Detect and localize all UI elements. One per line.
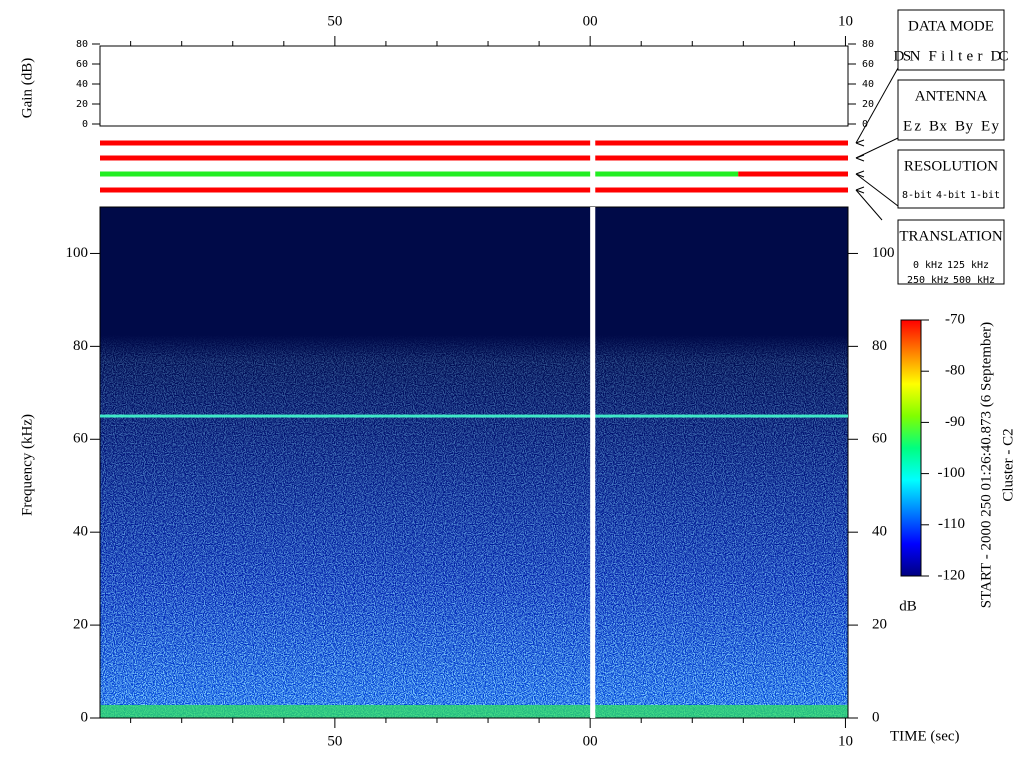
gain-tick-label: 60 <box>76 59 88 70</box>
legend-item: DSN <box>894 48 921 64</box>
arrow-head <box>855 170 865 178</box>
status-segment <box>100 155 591 161</box>
status-segment <box>738 171 848 177</box>
gain-tick-label: 40 <box>76 79 88 90</box>
legend-arrow <box>855 137 899 159</box>
legend-title: DATA MODE <box>908 18 994 34</box>
status-segment <box>100 171 591 177</box>
legend-arrow <box>855 189 883 221</box>
y-tick-label: 0 <box>81 709 89 725</box>
colorbar-tick-label: -110 <box>938 516 965 532</box>
y-tick-label: 40 <box>872 524 887 540</box>
legend-item: 4-bit <box>936 190 966 201</box>
gain-tick-label: 80 <box>76 39 88 50</box>
y-tick-label: 100 <box>872 245 895 261</box>
colorbar-label: dB <box>899 598 917 614</box>
status-segment <box>595 171 739 177</box>
status-segment <box>595 155 848 161</box>
legend-box <box>897 79 1005 141</box>
y-tick-label: 40 <box>73 524 88 540</box>
y-tick-label: 80 <box>872 338 887 354</box>
spacecraft-info: Cluster - C2 <box>1000 428 1016 501</box>
low-frequency-band <box>100 705 848 718</box>
legend-title: TRANSLATION <box>899 228 1002 244</box>
y-tick-label: 60 <box>872 431 887 447</box>
data-gap <box>590 207 596 718</box>
legend-box <box>897 149 1005 209</box>
legend-item: 125 kHz <box>947 260 989 271</box>
colorbar-tick-label: -120 <box>938 567 966 583</box>
colorbar-tick-label: -80 <box>945 363 965 379</box>
gain-tick-label: 20 <box>862 99 874 110</box>
legend-item: 500 kHz <box>953 275 995 286</box>
gain-tick-label: 0 <box>862 119 868 130</box>
x-tick-label: 10 <box>838 13 853 29</box>
gain-tick-label: 20 <box>76 99 88 110</box>
y-tick-label: 60 <box>73 431 88 447</box>
legend-arrow <box>855 173 899 207</box>
legend-item: Ez <box>903 118 921 134</box>
y-tick-label: 80 <box>73 338 88 354</box>
arrow-head <box>855 139 865 147</box>
legend-arrow <box>855 67 899 144</box>
y-tick-label: 20 <box>872 617 887 633</box>
status-segment <box>595 140 848 146</box>
spectrogram-frame <box>99 206 849 719</box>
gain-tick-label: 40 <box>862 79 874 90</box>
colorbar-tick-label: -100 <box>938 465 966 481</box>
x-tick-label: 10 <box>838 733 853 749</box>
narrowband-line <box>100 414 848 418</box>
legend-title: RESOLUTION <box>904 158 998 174</box>
gain-tick-label: 0 <box>82 119 88 130</box>
gain-tick-label: 80 <box>862 39 874 50</box>
gain-tick-label: 60 <box>862 59 874 70</box>
colorbar-tick-label: -70 <box>945 311 965 327</box>
spectrogram-noise <box>100 207 848 718</box>
legend-item: By <box>955 118 974 134</box>
y-tick-label: 20 <box>73 617 88 633</box>
arrow-head <box>855 154 865 162</box>
x-axis-label: TIME (sec) <box>890 728 960 744</box>
status-segment <box>100 140 591 146</box>
legend-item: 1-bit <box>970 190 1000 201</box>
x-tick-label: 50 <box>327 13 342 29</box>
y-tick-label: 0 <box>872 709 880 725</box>
x-tick-label: 00 <box>583 733 598 749</box>
colorbar-tick-label: -90 <box>945 414 965 430</box>
legend-item: DC <box>991 48 1009 64</box>
legend-item: 8-bit <box>902 190 932 201</box>
status-segment <box>100 187 591 193</box>
status-segment <box>595 187 848 193</box>
legend-item: Bx <box>929 118 948 134</box>
legend-item: 250 kHz <box>907 275 949 286</box>
legend-title: ANTENNA <box>915 88 988 104</box>
legend-item: 0 kHz <box>913 260 943 271</box>
legend-box <box>897 9 1005 71</box>
x-tick-label: 00 <box>583 13 598 29</box>
y-tick-label: 100 <box>66 245 89 261</box>
frequency-axis-label: Frequency (kHz) <box>19 414 35 516</box>
start-info: START - 2000 250 01:26:40.873 (6 Septemb… <box>978 322 994 608</box>
legend-box <box>897 219 1005 285</box>
gain-panel <box>99 45 849 127</box>
x-tick-label: 50 <box>327 733 342 749</box>
arrow-head <box>855 186 865 194</box>
colorbar <box>900 319 922 577</box>
gain-axis-label: Gain (dB) <box>19 58 35 118</box>
